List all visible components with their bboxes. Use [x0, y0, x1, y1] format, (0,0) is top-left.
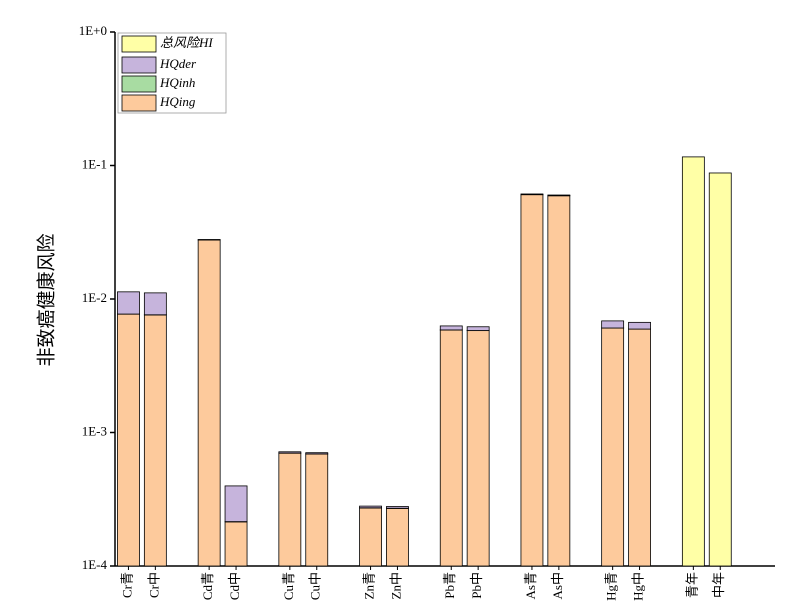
x-tick-label: Hg中 — [631, 572, 646, 601]
bar-segment — [386, 508, 409, 567]
bar-segment — [708, 172, 732, 567]
bar-segment — [224, 521, 248, 567]
bar-segment — [466, 330, 490, 567]
x-tick-label: Cd中 — [227, 572, 242, 600]
y-tick-label: 1E-2 — [82, 290, 107, 305]
bar-segment — [547, 194, 571, 197]
x-tick-label: Pb青 — [442, 572, 457, 599]
y-tick-label: 1E-4 — [82, 557, 108, 572]
bar-segment — [439, 329, 463, 567]
legend-swatch — [121, 35, 157, 53]
bar-segment — [278, 451, 302, 454]
x-tick-label: Cd青 — [200, 572, 215, 600]
bar-segment — [359, 507, 382, 567]
bar-segment — [143, 292, 167, 316]
bar-segment — [386, 506, 409, 509]
x-tick-label: As中 — [550, 572, 565, 599]
x-tick-label: Hg青 — [604, 572, 619, 601]
legend-label: HQing — [159, 94, 196, 109]
bar-segment — [520, 193, 544, 196]
bar-segment — [601, 320, 625, 329]
legend-label: HQder — [159, 56, 197, 71]
bar-segment — [628, 321, 651, 330]
bar-segment — [359, 505, 382, 509]
legend-label: HQinh — [159, 75, 195, 90]
y-tick-label: 1E+0 — [79, 23, 107, 38]
bar-segment — [628, 328, 651, 567]
x-tick-label: Zn青 — [362, 572, 377, 599]
x-tick-label: 青年 — [684, 572, 699, 598]
legend-swatch — [121, 75, 157, 93]
x-tick-label: As青 — [523, 572, 538, 599]
bar-segment — [224, 485, 248, 523]
bar-segment — [520, 194, 544, 567]
x-tick-label: Cr中 — [146, 572, 161, 598]
x-tick-label: Cu青 — [281, 572, 296, 600]
bar-segment — [197, 239, 221, 567]
y-tick-label: 1E-1 — [82, 156, 107, 171]
x-tick-label: 中年 — [711, 572, 726, 598]
legend-swatch — [121, 94, 157, 112]
legend-label: 总风险HI — [160, 35, 213, 50]
bar-segment — [547, 195, 571, 567]
bar-segment — [681, 156, 705, 567]
bar-segment — [305, 453, 329, 567]
bar-segment — [439, 325, 463, 331]
bar-segment — [278, 452, 302, 567]
bar-segment — [117, 313, 140, 567]
bar-segment — [601, 327, 625, 567]
legend-swatch — [121, 56, 157, 74]
x-tick-label: Cu中 — [308, 572, 323, 600]
x-tick-label: Cr青 — [119, 572, 134, 598]
y-tick-label: 1E-3 — [82, 423, 107, 438]
bar-segment — [466, 326, 490, 331]
bar-segment — [305, 452, 329, 455]
x-tick-label: Pb中 — [469, 572, 484, 599]
y-axis-label: 非致癌健康风险 — [35, 233, 57, 366]
x-tick-label: Zn中 — [388, 572, 403, 599]
bar-segment — [117, 291, 140, 315]
bar-segment — [143, 314, 167, 567]
